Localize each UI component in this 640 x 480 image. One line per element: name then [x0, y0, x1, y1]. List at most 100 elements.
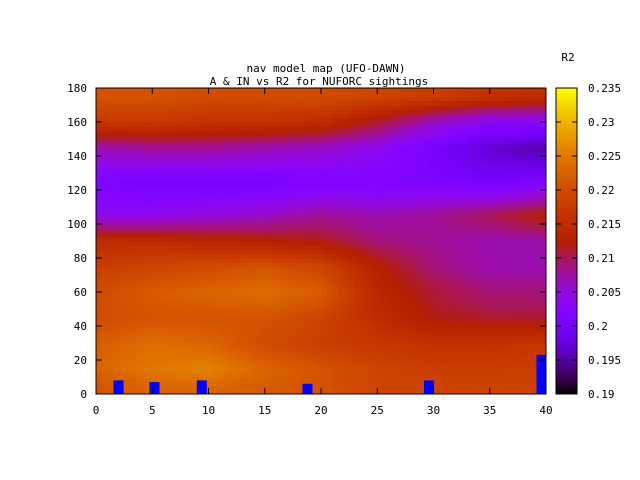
- heatmap-cell: [450, 134, 457, 140]
- heatmap-cell: [461, 134, 468, 140]
- heatmap-cell: [270, 351, 277, 357]
- heatmap-cell: [512, 194, 519, 200]
- heatmap-cell: [135, 173, 142, 178]
- heatmap-cell: [101, 377, 108, 382]
- heatmap-cell: [321, 326, 328, 331]
- heatmap-cell: [354, 245, 361, 251]
- heatmap-cell: [253, 262, 260, 268]
- heatmap-cell: [349, 219, 356, 225]
- heatmap-cell: [242, 143, 249, 149]
- heatmap-cell: [292, 300, 300, 306]
- heatmap-cell: [270, 360, 277, 365]
- heatmap-cell: [270, 326, 277, 331]
- heatmap-cell: [169, 190, 176, 195]
- heatmap-cell: [461, 296, 468, 302]
- heatmap-cell: [287, 211, 294, 217]
- heatmap-cell: [292, 207, 300, 212]
- heatmap-cell: [512, 279, 519, 285]
- heatmap-cell: [253, 236, 260, 242]
- heatmap-cell: [96, 181, 103, 187]
- heatmap-cell: [107, 241, 114, 246]
- heatmap-cell: [225, 326, 232, 331]
- heatmap-cell: [489, 283, 496, 289]
- heatmap-cell: [96, 385, 103, 391]
- heatmap-cell: [169, 313, 176, 319]
- heatmap-cell: [309, 360, 316, 365]
- heatmap-cell: [152, 156, 159, 161]
- heatmap-cell: [219, 194, 226, 200]
- heatmap-cell: [152, 202, 159, 208]
- heatmap-cell: [197, 177, 204, 183]
- heatmap-cell: [242, 249, 249, 255]
- heatmap-cell: [124, 334, 131, 340]
- heatmap-cell: [456, 355, 463, 361]
- heatmap-cell: [163, 347, 170, 353]
- heatmap-cell: [326, 211, 333, 217]
- heatmap-cell: [427, 211, 435, 217]
- heatmap-cell: [152, 228, 159, 234]
- heatmap-cell: [135, 194, 142, 200]
- heatmap-cell: [489, 134, 496, 140]
- heatmap-cell: [152, 313, 159, 319]
- heatmap-cell: [298, 364, 305, 370]
- heatmap-cell: [512, 292, 519, 297]
- heatmap-cell: [529, 232, 536, 238]
- heatmap-cell: [157, 355, 165, 361]
- heatmap-cell: [112, 173, 120, 178]
- heatmap-cell: [276, 241, 283, 246]
- heatmap-cell: [169, 241, 176, 246]
- heatmap-cell: [321, 134, 328, 140]
- heatmap-cell: [332, 292, 339, 297]
- heatmap-cell: [118, 202, 125, 208]
- heatmap-cell: [461, 309, 468, 314]
- heatmap-cell: [152, 317, 159, 323]
- heatmap-cell: [96, 355, 103, 361]
- heatmap-cell: [197, 194, 204, 200]
- heatmap-cell: [450, 215, 457, 221]
- heatmap-cell: [287, 262, 294, 268]
- heatmap-cell: [382, 198, 390, 204]
- heatmap-cell: [152, 321, 159, 327]
- heatmap-cell: [225, 266, 232, 272]
- heatmap-cell: [332, 160, 339, 166]
- heatmap-cell: [96, 279, 103, 285]
- heatmap-cell: [512, 190, 519, 195]
- heatmap-cell: [517, 321, 525, 327]
- heatmap-cell: [276, 313, 283, 319]
- heatmap-cell: [202, 215, 210, 221]
- heatmap-cell: [388, 139, 395, 144]
- heatmap-cell: [101, 211, 108, 217]
- heatmap-cell: [202, 258, 210, 263]
- heatmap-cell: [174, 130, 181, 136]
- heatmap-cell: [484, 245, 491, 251]
- heatmap-cell: [439, 253, 446, 259]
- heatmap-cell: [388, 262, 395, 268]
- heatmap-cell: [382, 258, 390, 263]
- heatmap-cell: [146, 219, 153, 225]
- heatmap-cell: [506, 343, 513, 348]
- heatmap-cell: [152, 364, 159, 370]
- heatmap-cell: [321, 194, 328, 200]
- heatmap-cell: [101, 326, 108, 331]
- heatmap-cell: [534, 343, 541, 348]
- heatmap-cell: [450, 224, 457, 229]
- heatmap-cell: [191, 300, 198, 306]
- heatmap-cell: [174, 309, 181, 314]
- heatmap-cell: [180, 389, 187, 394]
- heatmap-cell: [444, 160, 451, 166]
- heatmap-cell: [382, 232, 390, 238]
- heatmap-cell: [371, 279, 378, 285]
- heatmap-cell: [191, 326, 198, 331]
- heatmap-cell: [141, 198, 148, 204]
- heatmap-cell: [135, 372, 142, 378]
- heatmap-cell: [197, 309, 204, 314]
- heatmap-cell: [467, 130, 474, 136]
- heatmap-cell: [523, 309, 530, 314]
- heatmap-cell: [343, 262, 350, 268]
- heatmap-cell: [219, 347, 226, 353]
- heatmap-cell: [169, 156, 176, 161]
- heatmap-cell: [366, 355, 373, 361]
- heatmap-cell: [276, 185, 283, 191]
- heatmap-cell: [360, 377, 367, 382]
- heatmap-cell: [315, 266, 322, 272]
